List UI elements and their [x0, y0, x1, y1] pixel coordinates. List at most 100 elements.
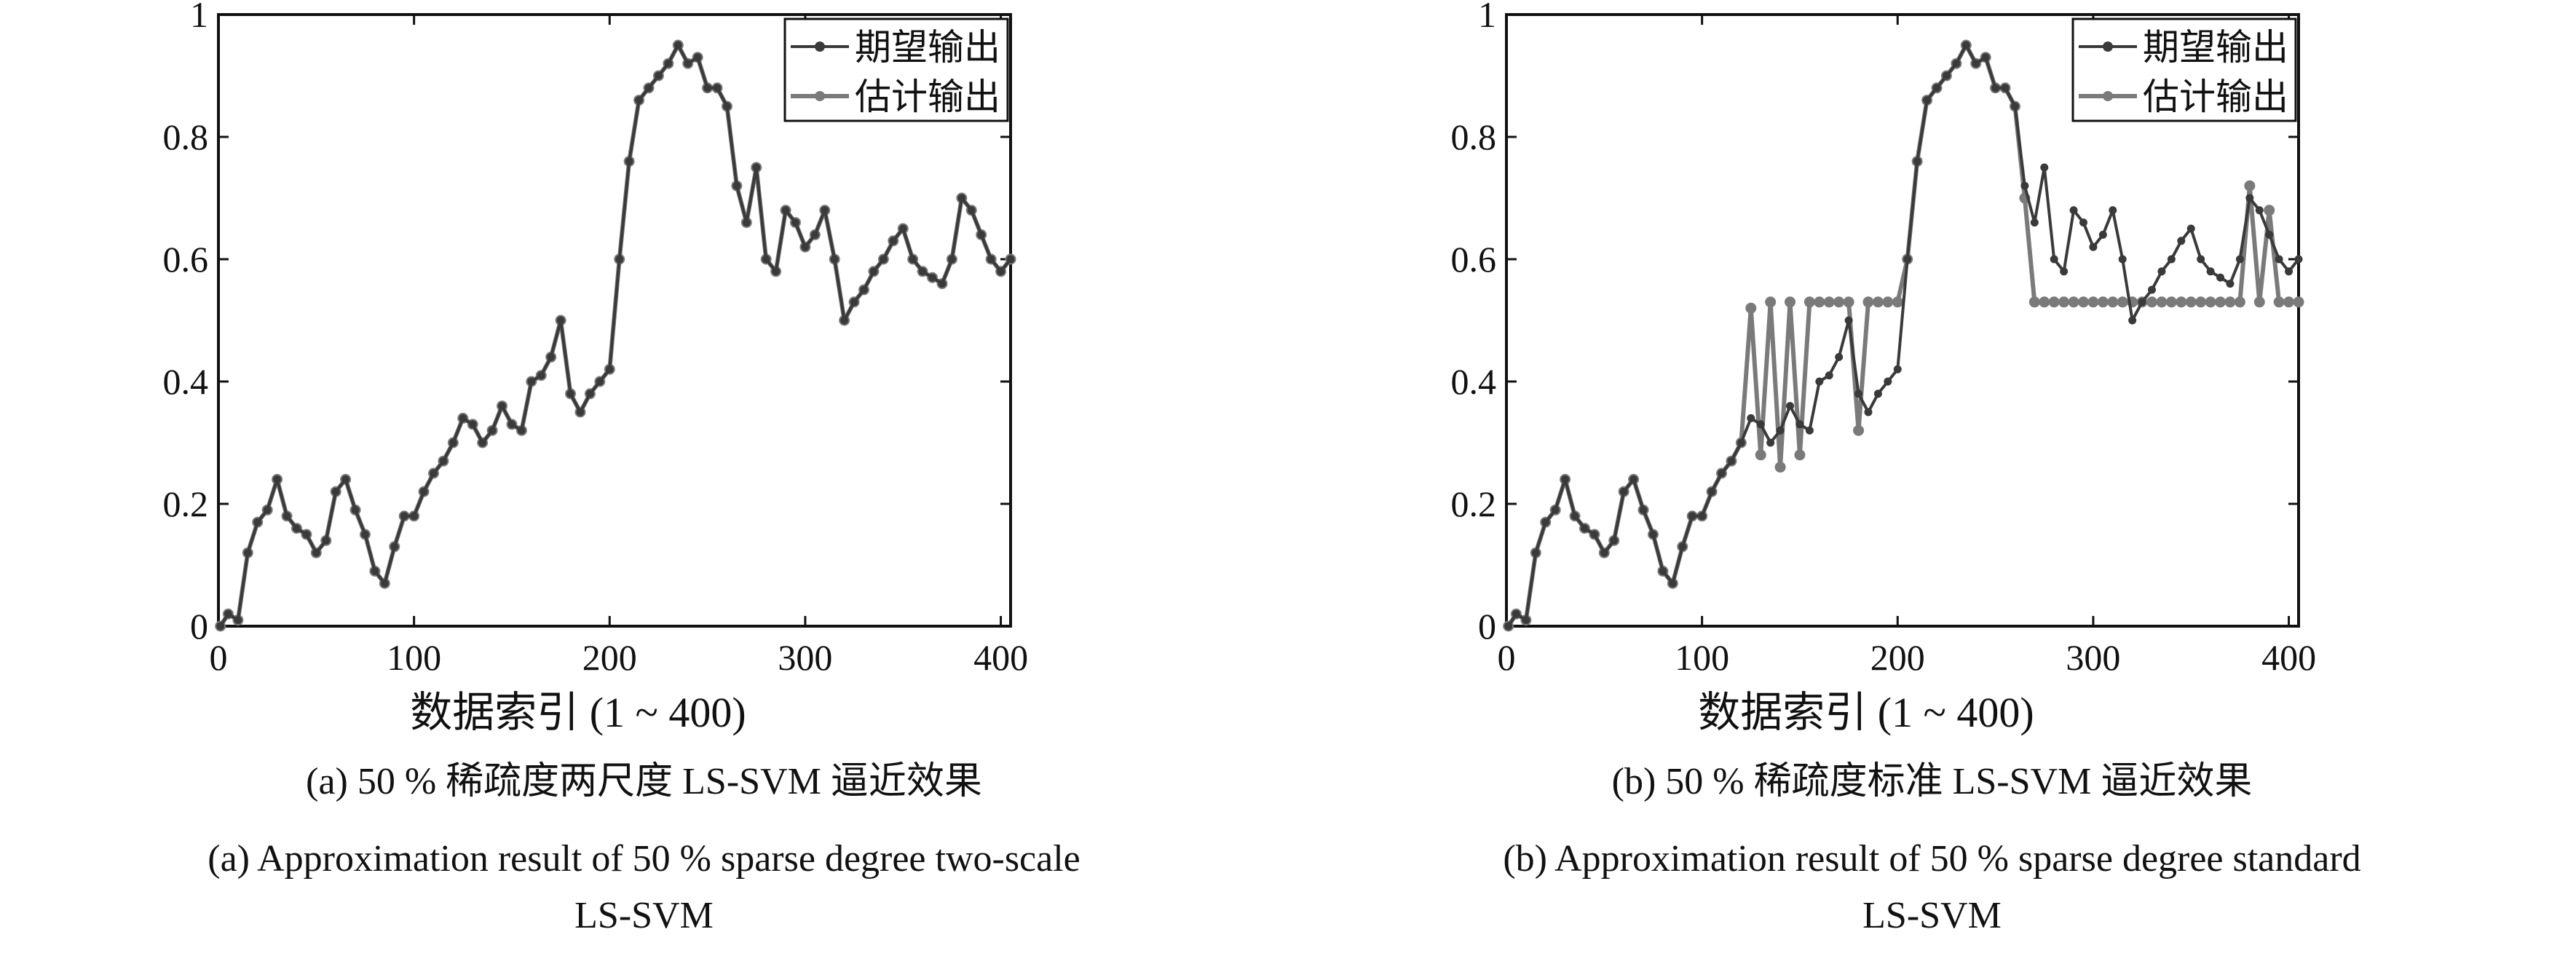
data-point-desired — [449, 438, 457, 447]
data-point-desired — [1718, 469, 1726, 478]
data-point-desired — [1571, 512, 1579, 521]
data-point-desired — [400, 512, 408, 521]
data-point-desired — [1835, 352, 1844, 361]
data-point-desired — [556, 316, 565, 325]
data-point-desired — [2030, 218, 2039, 227]
x-tick-label: 200 — [1870, 637, 1925, 678]
data-point-estimated — [1853, 424, 1865, 436]
data-point-estimated — [1823, 296, 1835, 308]
data-point-estimated — [2068, 296, 2079, 308]
data-point-desired — [654, 71, 663, 80]
data-point-desired — [801, 242, 810, 251]
data-point-desired — [2020, 181, 2029, 190]
data-point-desired — [1913, 157, 1921, 166]
data-point-desired — [1707, 487, 1716, 496]
data-point-estimated — [2165, 296, 2177, 308]
data-point-estimated — [2185, 296, 2197, 308]
data-point-estimated — [2244, 180, 2256, 191]
caption-cn-a: (a) 50 % 稀疏度两尺度 LS-SVM 逼近效果 — [306, 761, 982, 802]
x-tick-label: 400 — [2261, 637, 2316, 678]
y-tick-label: 0.4 — [163, 361, 209, 402]
chart-panel-a: 0 0.2 0.4 0.6 0.8 1 0 100 200 300 400 数据索引 (1 ~ 400… — [163, 0, 1080, 936]
data-point-desired — [517, 426, 526, 435]
data-point-desired — [1981, 53, 1990, 62]
data-point-estimated — [1785, 296, 1796, 308]
data-point-desired — [322, 536, 331, 545]
data-point-desired — [1961, 41, 1970, 50]
data-point-desired — [547, 352, 556, 361]
data-point-desired — [713, 84, 722, 92]
data-point-desired — [1531, 548, 1540, 557]
data-point-desired — [2109, 206, 2117, 215]
data-point-estimated — [2039, 296, 2050, 308]
data-point-desired — [1619, 487, 1628, 496]
x-tick-label: 100 — [1675, 637, 1729, 678]
data-point-desired — [2265, 230, 2274, 239]
data-point-desired — [1668, 579, 1677, 588]
data-point-desired — [1786, 402, 1795, 411]
data-point-desired — [2128, 316, 2137, 325]
legend-marker — [2103, 91, 2113, 101]
data-point-desired — [1991, 84, 2000, 92]
chart-panel-b: 0 0.2 0.4 0.6 0.8 1 0 100 200 300 400 数据索引 (1 ~ 400… — [1288, 0, 2576, 956]
data-point-desired — [1864, 408, 1873, 416]
data-point-desired — [772, 267, 781, 276]
legend-marker — [815, 91, 825, 101]
data-point-desired — [869, 267, 878, 276]
data-point-estimated — [2097, 296, 2109, 308]
data-point-estimated — [1843, 296, 1854, 308]
data-point-desired — [2148, 285, 2157, 294]
data-point-desired — [1512, 609, 1520, 618]
data-point-desired — [1884, 377, 1892, 386]
data-point-desired — [360, 530, 369, 539]
data-point-desired — [1541, 518, 1550, 526]
data-point-desired — [2294, 255, 2303, 264]
data-point-desired — [2050, 255, 2058, 264]
data-point-desired — [2157, 267, 2166, 276]
legend-marker — [815, 42, 825, 52]
data-point-desired — [742, 218, 751, 227]
y-tick-label: 0 — [190, 606, 208, 647]
x-tick-label: 300 — [2066, 637, 2120, 678]
data-point-desired — [1504, 622, 1513, 631]
data-point-estimated — [1745, 302, 1757, 314]
data-point-desired — [957, 194, 966, 202]
data-point-desired — [576, 408, 585, 416]
data-point-desired — [1923, 96, 1932, 105]
data-point-desired — [1580, 524, 1589, 533]
data-point-estimated — [2117, 296, 2128, 308]
data-point-estimated — [2028, 296, 2040, 308]
data-point-desired — [840, 316, 849, 325]
data-point-desired — [664, 59, 673, 68]
data-point-desired — [625, 157, 633, 166]
data-point-desired — [224, 609, 232, 618]
legend-label: 期望输出 — [855, 27, 1000, 68]
data-point-desired — [2118, 255, 2127, 264]
data-point-desired — [1737, 438, 1745, 447]
data-point-desired — [898, 224, 907, 233]
data-point-desired — [2167, 255, 2176, 264]
data-point-estimated — [1774, 462, 1786, 473]
data-point-desired — [1522, 616, 1530, 625]
data-point-desired — [791, 218, 799, 227]
data-point-desired — [644, 84, 653, 92]
data-point-desired — [2275, 255, 2283, 264]
caption-cn-b: (b) 50 % 稀疏度标准 LS-SVM 逼近效果 — [1611, 761, 2253, 802]
data-point-desired — [478, 438, 487, 447]
data-point-desired — [596, 377, 604, 386]
caption-en-b-line1: (b) Approximation result of 50 % sparse … — [1503, 838, 2361, 880]
data-point-desired — [1648, 530, 1657, 539]
chart-a: 0 0.2 0.4 0.6 0.8 1 0 100 200 300 400 数据索引 (1 ~ 400… — [163, 0, 1029, 736]
data-point-desired — [684, 59, 692, 68]
data-point-desired — [1805, 426, 1814, 435]
data-point-desired — [498, 402, 507, 411]
data-point-desired — [1952, 59, 1961, 68]
data-point-desired — [2010, 102, 2019, 111]
data-point-estimated — [2205, 296, 2216, 308]
chart-b: 0 0.2 0.4 0.6 0.8 1 0 100 200 300 400 数据索引 (1 ~ 400… — [1451, 0, 2317, 736]
x-axis-label: 数据索引 (1 ~ 400) — [1698, 689, 2034, 736]
data-point-estimated — [1882, 296, 1894, 308]
data-point-desired — [459, 414, 467, 422]
caption-en-b-line2: LS-SVM — [1862, 895, 2002, 936]
data-point-desired — [380, 579, 389, 588]
